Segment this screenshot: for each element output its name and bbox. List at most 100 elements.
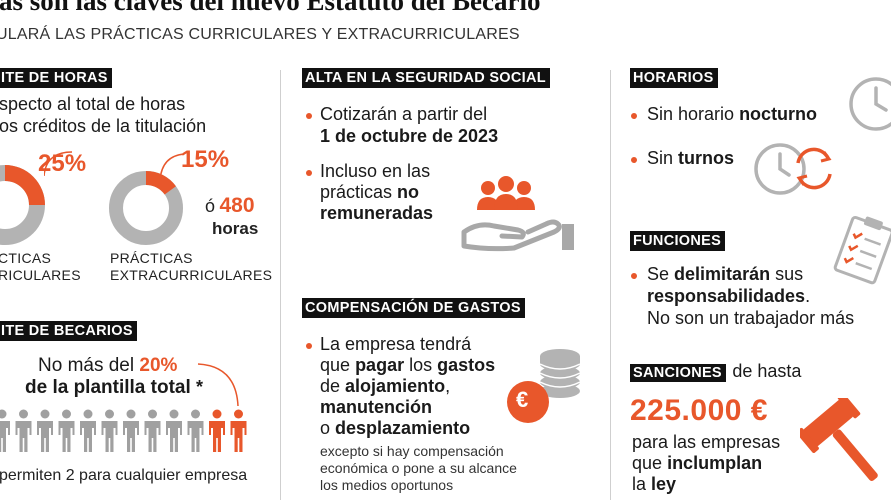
interns-limit-text: No más del (38, 355, 135, 376)
functions-text: Se (647, 264, 670, 284)
interns-section-tag: ITE DE BECARIOS (0, 321, 137, 341)
expenses-line2: que pagar los gastos (320, 355, 495, 376)
column-divider (280, 70, 281, 500)
coins-icon (507, 349, 581, 423)
expenses-text: o (320, 418, 331, 438)
functions-line2: responsabilidades. (647, 286, 810, 307)
schedule-emphasis: nocturno (739, 104, 818, 124)
person-icon (187, 409, 204, 452)
expenses-section-tag: COMPENSACIÓN DE GASTOS (302, 298, 525, 318)
sanctions-amount: 225.000 € (630, 394, 768, 427)
curricular-label-line2: RICULARES (0, 267, 81, 283)
person-icon (37, 409, 53, 452)
unpaid-line1: Incluso en las (320, 161, 431, 181)
asterisk: * (196, 377, 204, 397)
person-icon (0, 409, 10, 452)
schedule-emphasis: turnos (678, 148, 735, 168)
sanctions-line3: la ley (632, 474, 676, 495)
social-security-line1: Cotizarán a partir del (320, 104, 488, 124)
functions-line1: Se delimitarán sus (647, 264, 803, 285)
page-title: tas son las claves del nuevo Estatuto de… (0, 0, 541, 16)
expenses-line1: La empresa tendrá (320, 334, 472, 354)
expenses-emphasis: gastos (437, 355, 496, 375)
interns-limit-line1: No más del 20% (38, 355, 177, 377)
interns-limit-percent: 20% (139, 355, 178, 376)
schedule-text: Sin horario (647, 104, 735, 124)
bullet (306, 170, 312, 176)
unpaid-no: no (397, 182, 420, 202)
person-icon (123, 409, 139, 452)
unpaid-text: prácticas (320, 182, 393, 202)
schedule-text: Sin (647, 148, 674, 168)
column-divider (610, 70, 611, 500)
donut-chart-extracurricular (109, 171, 183, 245)
callout-line (44, 151, 73, 177)
unpaid-line2: prácticas no (320, 182, 419, 203)
sanctions-section-tag: SANCIONES (630, 364, 726, 382)
bullet (306, 343, 312, 349)
schedule-section-tag: HORARIOS (630, 68, 718, 88)
sanctions-suffix: de hasta (732, 361, 802, 381)
expenses-note-line2: económica o pone a su alcance (320, 460, 517, 476)
sanctions-emphasis: ley (651, 474, 677, 494)
curricular-label-line1: CTICAS (0, 250, 52, 266)
sanctions-line1: para las empresas (632, 432, 781, 452)
extracurricular-label-line2: EXTRACURRICULARES (110, 267, 273, 283)
schedule-shifts: Sin turnos (647, 148, 734, 169)
curricular-percent: 25% (38, 150, 87, 177)
unpaid-line3: remuneradas (320, 203, 434, 223)
expenses-note-line3: los medios oportunos (320, 477, 454, 493)
group-in-hand-icon (461, 176, 574, 252)
gavel-icon (800, 398, 878, 481)
sanctions-text: la (632, 474, 647, 494)
expenses-line5: o desplazamiento (320, 418, 470, 439)
expenses-emphasis: desplazamiento (335, 418, 471, 438)
expenses-emphasis: alojamiento (345, 376, 446, 396)
person-icon (101, 409, 118, 452)
bullet (631, 157, 637, 163)
schedule-night: Sin horario nocturno (647, 104, 817, 125)
bullet (631, 113, 637, 119)
sanctions-text: que (632, 453, 663, 473)
functions-emphasis: delimitarán (674, 264, 771, 284)
sanctions-heading: SANCIONES de hasta (630, 361, 801, 382)
bullet (631, 273, 637, 279)
page-subtitle: ULARÁ LAS PRÁCTICAS CURRICULARES Y EXTRA… (0, 26, 520, 43)
expenses-line3: de alojamiento, (320, 376, 450, 397)
hours-section-tag: ITE DE HORAS (0, 68, 112, 88)
hours-alternative: ó 480 (205, 194, 255, 218)
or-text: ó (205, 196, 216, 216)
shift-rotation-icon (754, 143, 832, 195)
person-icon (80, 409, 96, 452)
person-icon (144, 409, 161, 452)
functions-line3: No son un trabajador más (647, 308, 855, 328)
sanctions-line2: que inclumplan (632, 453, 762, 474)
extracurricular-label-line1: PRÁCTICAS (110, 250, 193, 266)
expenses-text: que (320, 355, 351, 375)
person-icon-highlighted (230, 409, 247, 452)
extracurricular-percent: 15% (181, 146, 230, 173)
donut-chart-curricular (0, 165, 45, 245)
person-icon (166, 409, 182, 452)
callout-line (197, 363, 239, 407)
functions-section-tag: FUNCIONES (630, 231, 726, 251)
hours-text-line2: os créditos de la titulación (0, 116, 207, 136)
expenses-line4: manutención (320, 397, 433, 417)
hours-value: 480 (219, 194, 255, 217)
expenses-emphasis: pagar (355, 355, 405, 375)
person-icon (58, 409, 75, 452)
expenses-text: de (320, 376, 341, 396)
functions-text: . (805, 286, 811, 306)
euro-symbol: € (516, 387, 529, 412)
functions-text: sus (775, 264, 804, 284)
person-icon-highlighted (209, 409, 225, 452)
sanctions-emphasis: inclumplan (667, 453, 763, 473)
clipboard-checklist-icon (833, 215, 891, 285)
expenses-note-line1: excepto si hay compensación (320, 443, 504, 459)
interns-limit-line2: de la plantilla total * (25, 377, 203, 399)
expenses-text: los (409, 355, 433, 375)
hours-unit: horas (212, 219, 259, 238)
callout-line (159, 153, 185, 181)
hours-text-line1: specto al total de horas (0, 94, 186, 114)
social-security-date: 1 de octubre de 2023 (320, 126, 499, 146)
